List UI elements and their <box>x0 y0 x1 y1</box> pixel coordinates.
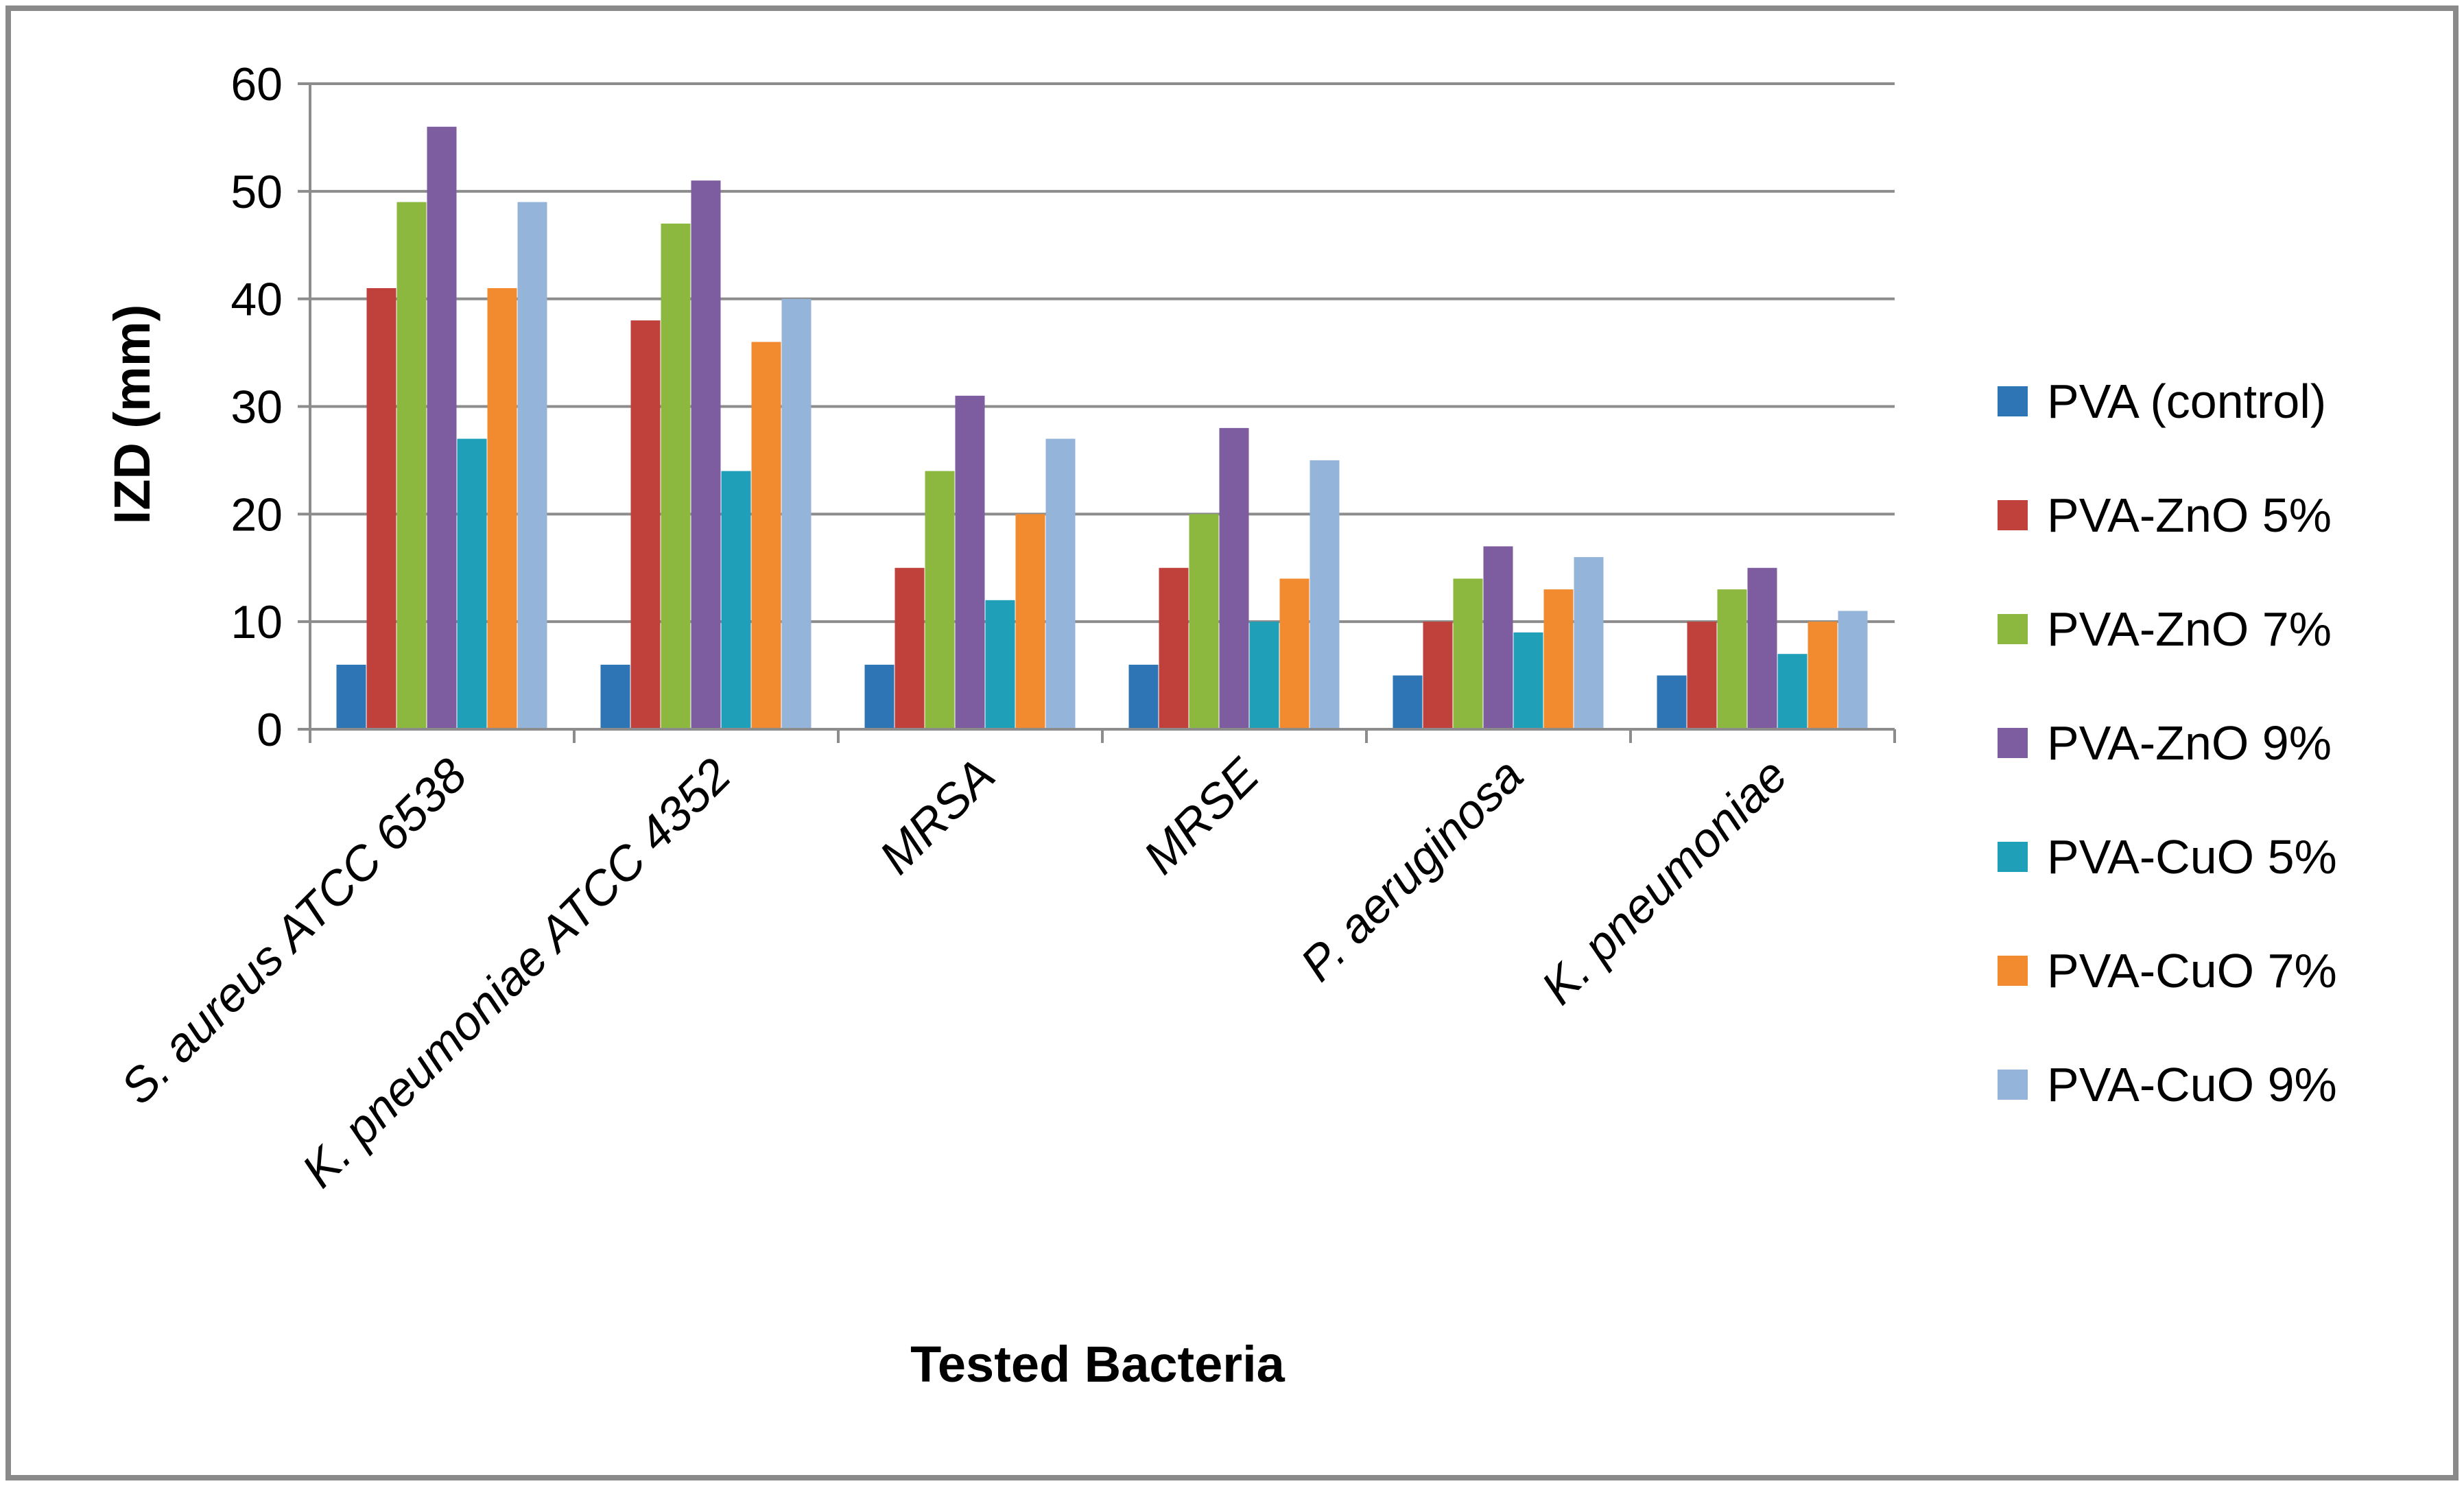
y-tick-label: 50 <box>230 166 283 218</box>
bars <box>336 126 1868 730</box>
bar <box>600 664 630 729</box>
bar <box>487 287 517 729</box>
bar <box>1777 654 1808 729</box>
bar <box>1015 514 1045 729</box>
bar <box>1483 546 1513 729</box>
y-tick-label: 0 <box>257 704 283 756</box>
bar <box>336 664 366 729</box>
bar <box>1574 557 1604 729</box>
bar <box>1717 589 1747 729</box>
y-tick-label: 40 <box>230 274 283 326</box>
axes <box>309 84 1896 743</box>
gridlines <box>298 82 1895 731</box>
bar <box>517 202 547 729</box>
legend-swatch <box>1998 728 2028 758</box>
bar <box>1279 578 1310 729</box>
bar <box>366 287 396 729</box>
bar <box>985 600 1015 729</box>
bar <box>457 438 487 729</box>
bar <box>427 126 457 729</box>
bar <box>1808 622 1838 729</box>
legend-swatch <box>1998 500 2028 530</box>
legend-swatch <box>1998 956 2028 986</box>
y-tick-labels: 0 10 20 30 40 50 60 <box>230 58 283 756</box>
legend-label: PVA-ZnO 5% <box>2047 488 2332 542</box>
legend: PVA (control) PVA-ZnO 5% PVA-ZnO 7% PVA-ZnO… <box>1998 375 2337 1111</box>
bar <box>1423 622 1453 729</box>
bar <box>1657 675 1687 729</box>
bar <box>1219 427 1249 729</box>
bar <box>955 395 985 729</box>
bar <box>925 471 955 729</box>
bar <box>1045 438 1076 729</box>
legend-swatch <box>1998 842 2028 872</box>
legend-label: PVA-ZnO 7% <box>2047 602 2332 656</box>
legend-label: PVA (control) <box>2047 375 2326 428</box>
bar <box>661 223 691 730</box>
legend-label: PVA-CuO 5% <box>2047 830 2337 884</box>
bar <box>1747 567 1777 729</box>
bar <box>1543 589 1574 729</box>
bar <box>1453 578 1483 729</box>
y-tick-label: 10 <box>230 596 283 648</box>
legend-label: PVA-CuO 7% <box>2047 944 2337 998</box>
legend-swatch <box>1998 614 2028 644</box>
bar <box>781 298 812 730</box>
bar <box>691 180 721 729</box>
bar <box>864 664 895 729</box>
bar <box>630 320 661 729</box>
bar <box>1393 675 1423 729</box>
bar <box>751 342 781 729</box>
bar <box>1128 664 1159 729</box>
legend-label: PVA-ZnO 9% <box>2047 716 2332 770</box>
x-axis-title: Tested Bacteria <box>910 1336 1285 1393</box>
bar <box>1838 611 1868 729</box>
y-tick-label: 30 <box>230 381 283 434</box>
bar <box>1687 622 1717 729</box>
bar <box>1159 567 1189 729</box>
legend-swatch <box>1998 1070 2028 1100</box>
legend-label: PVA-CuO 9% <box>2047 1058 2337 1111</box>
y-axis-title: IZD (mm) <box>104 305 161 525</box>
y-tick-label: 60 <box>230 58 283 110</box>
bar <box>721 471 751 729</box>
bar <box>1513 632 1543 729</box>
bar <box>1249 622 1279 729</box>
y-tick-label: 20 <box>230 488 283 541</box>
legend-swatch <box>1998 386 2028 416</box>
bar <box>396 202 427 729</box>
bar <box>895 567 925 729</box>
bar <box>1189 514 1219 729</box>
bar <box>1310 460 1340 729</box>
